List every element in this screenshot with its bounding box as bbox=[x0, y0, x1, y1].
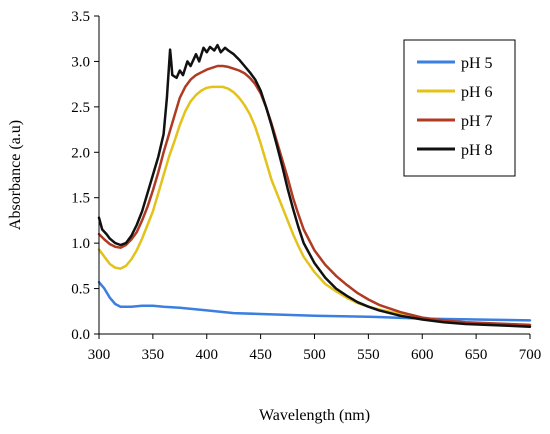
legend-label-ph-5: pH 5 bbox=[461, 55, 493, 72]
y-tick-label: 1.5 bbox=[71, 191, 90, 207]
series-line-ph-8 bbox=[97, 43, 532, 328]
y-tick-label: 0.5 bbox=[71, 282, 90, 298]
series-line-ph-7 bbox=[97, 64, 532, 327]
x-axis-title: Wavelength (nm) bbox=[259, 407, 370, 424]
y-ticks: 0.0 0.5 1.0 1.5 2.0 2.5 3.0 3.5 bbox=[71, 9, 99, 343]
series-line-ph-5 bbox=[97, 280, 532, 322]
x-tick-label: 300 bbox=[88, 347, 111, 363]
x-tick-label: 500 bbox=[303, 347, 326, 363]
y-tick-label: 2.5 bbox=[71, 100, 90, 116]
series-layer bbox=[97, 43, 532, 328]
legend: pH 5 pH 6 pH 7 pH 8 bbox=[403, 39, 516, 177]
x-tick-label: 600 bbox=[411, 347, 434, 363]
x-tick-label: 350 bbox=[142, 347, 165, 363]
legend-box bbox=[403, 39, 516, 177]
legend-label-ph-6: pH 6 bbox=[461, 84, 493, 101]
y-tick-label: 2.0 bbox=[71, 145, 90, 161]
x-ticks: 300 350 400 450 500 550 600 650 700 bbox=[88, 334, 542, 363]
x-tick-label: 400 bbox=[196, 347, 219, 363]
y-axis-title: Absorbance (a.u) bbox=[7, 120, 24, 230]
x-tick-label: 700 bbox=[519, 347, 542, 363]
y-tick-label: 3.5 bbox=[71, 9, 90, 25]
y-tick-label: 3.0 bbox=[71, 54, 90, 70]
legend-label-ph-7: pH 7 bbox=[461, 113, 493, 130]
y-tick-label: 0.0 bbox=[71, 327, 90, 343]
x-tick-label: 650 bbox=[465, 347, 488, 363]
x-tick-label: 450 bbox=[249, 347, 272, 363]
y-tick-label: 1.0 bbox=[71, 236, 90, 252]
legend-label-ph-8: pH 8 bbox=[461, 142, 493, 159]
x-tick-label: 550 bbox=[357, 347, 380, 363]
